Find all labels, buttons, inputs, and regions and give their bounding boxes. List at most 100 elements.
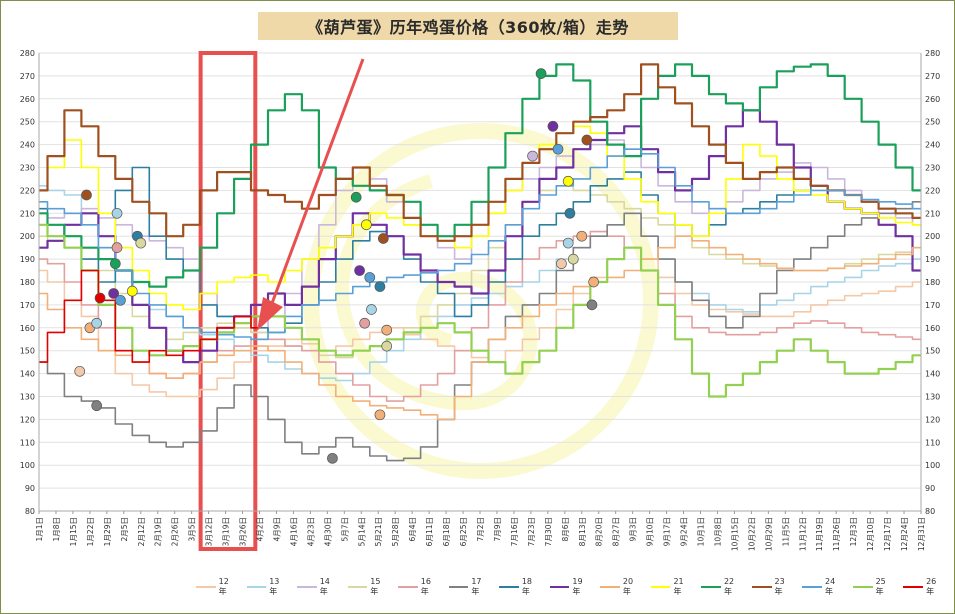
legend-item: 22年 — [701, 577, 742, 597]
legend-swatch — [903, 586, 924, 588]
marker-21年 — [361, 219, 372, 231]
legend-item: 26年 — [903, 577, 944, 597]
x-tick-label: 12月17日 — [883, 517, 892, 551]
x-tick-label: 11月19日 — [815, 517, 824, 551]
series-line-19年 — [39, 109, 921, 364]
x-tick-label: 1月1日 — [35, 517, 44, 542]
x-tick-label: 6月18日 — [442, 517, 451, 546]
y-tick-label-left: 100 — [20, 461, 35, 470]
y-tick-label-right: 190 — [925, 255, 940, 264]
y-tick-label-left: 110 — [20, 438, 35, 447]
y-tick-label-left: 250 — [20, 118, 35, 127]
x-tick-label: 10月15日 — [730, 517, 739, 551]
legend-label: 26年 — [926, 577, 937, 596]
legend-label: 23年 — [774, 577, 785, 596]
x-axis: 1月1日 1月8日 1月15日 1月22日 1月29日 2月5日 2月12日 2月19日 2月2… — [35, 510, 926, 551]
x-tick-label: 10月8日 — [713, 517, 722, 546]
marker-13年 — [111, 207, 123, 219]
marker-23年 — [377, 233, 389, 244]
y-tick-label-left: 270 — [20, 72, 35, 81]
series-markers — [74, 68, 599, 464]
title-banner: 《葫芦蛋》历年鸡蛋价格（360枚/箱）走势 — [258, 12, 678, 40]
marker-20年 — [576, 230, 588, 242]
x-tick-label: 3月5日 — [188, 517, 197, 542]
legend-label: 25年 — [875, 577, 886, 596]
marker-22年 — [350, 191, 362, 203]
x-tick-label: 11月12日 — [798, 517, 807, 551]
marker-17年 — [327, 452, 338, 464]
y-tick-label-left: 150 — [20, 347, 35, 356]
x-tick-label: 12月24日 — [900, 517, 909, 551]
x-tick-label: 12月31日 — [917, 517, 926, 551]
y-tick-label-left: 130 — [20, 393, 35, 402]
x-tick-label: 2月19日 — [154, 517, 163, 546]
x-tick-label: 7月30日 — [544, 517, 553, 546]
y-tick-label-right: 150 — [925, 347, 940, 356]
y-tick-label-right: 250 — [925, 118, 940, 127]
marker-19年 — [547, 120, 559, 132]
marker-18年 — [564, 207, 576, 219]
legend-swatch — [398, 586, 418, 588]
legend-swatch — [650, 586, 671, 588]
legend-label: 20年 — [622, 577, 634, 596]
legend-item: 23年 — [751, 577, 793, 597]
x-tick-label: 2月26日 — [171, 517, 180, 546]
x-tick-label: 3月26日 — [239, 517, 248, 546]
x-tick-label: 6月11日 — [425, 517, 434, 546]
legend: 12年 13年 14年 15年 16年 17年 18年 19年 20年 21年 22年 23年 24年 2… — [196, 577, 954, 597]
legend-item: 17年 — [448, 577, 490, 597]
legend-item: 13年 — [246, 577, 288, 597]
legend-label: 22年 — [723, 577, 735, 596]
chart-title: 《葫芦蛋》历年鸡蛋价格（360枚/箱）走势 — [307, 18, 629, 37]
x-tick-label: 1月29日 — [103, 517, 112, 546]
legend-swatch — [701, 586, 721, 588]
x-tick-label: 11月5日 — [781, 517, 790, 546]
marker-12年 — [556, 258, 567, 270]
x-tick-label: 9月17日 — [663, 517, 672, 546]
y-tick-label-left: 180 — [20, 278, 35, 287]
legend-item: 20年 — [600, 577, 641, 597]
series-line-12年 — [39, 246, 921, 398]
y-tick-label-right: 280 — [925, 49, 940, 58]
y-tick-label-left: 230 — [20, 164, 35, 173]
series-line-18年 — [39, 166, 921, 334]
x-tick-label: 6月4日 — [408, 517, 417, 542]
legend-label: 13年 — [269, 577, 280, 596]
legend-swatch — [347, 586, 368, 588]
y-tick-label-right: 160 — [925, 324, 940, 333]
marker-24年 — [552, 143, 564, 155]
y-tick-label-left: 80 — [25, 507, 35, 516]
x-tick-label: 3月19日 — [222, 517, 231, 546]
series-line-17年 — [39, 201, 921, 462]
x-tick-label: 9月3日 — [629, 517, 638, 542]
marker-20年 — [381, 324, 393, 336]
y-tick-label-right: 130 — [925, 393, 940, 402]
legend-swatch — [802, 586, 823, 588]
y-tick-label-right: 230 — [925, 164, 940, 173]
y-tick-label-right: 80 — [925, 507, 935, 516]
y-tick-label-left: 200 — [20, 232, 35, 241]
x-tick-label: 11月26日 — [832, 517, 841, 551]
series-line-23年 — [39, 63, 921, 242]
y-tick-label-right: 210 — [925, 209, 940, 218]
marker-19年 — [108, 288, 119, 299]
marker-13年 — [366, 304, 377, 315]
y-tick-label-left: 280 — [20, 49, 35, 58]
y-tick-label-right: 180 — [925, 278, 940, 287]
y-axis-right: 80 90 100 110 120 130 140 150 160 170 180 190 200 210… — [920, 49, 940, 516]
x-tick-label: 5月14日 — [357, 517, 366, 546]
y-tick-label-right: 260 — [925, 95, 940, 104]
legend-swatch — [448, 586, 469, 588]
grid-lines — [39, 52, 921, 512]
y-tick-label-right: 100 — [925, 461, 940, 470]
x-tick-label: 8月20日 — [595, 517, 604, 546]
x-tick-label: 4月9日 — [272, 517, 281, 542]
x-tick-label: 7月2日 — [476, 517, 485, 542]
y-tick-label-left: 140 — [20, 370, 35, 379]
y-tick-label-left: 170 — [20, 301, 35, 310]
x-tick-label: 5月28日 — [391, 517, 400, 546]
marker-22年 — [535, 68, 547, 79]
legend-swatch — [549, 586, 570, 588]
series-line-15年 — [39, 185, 921, 359]
